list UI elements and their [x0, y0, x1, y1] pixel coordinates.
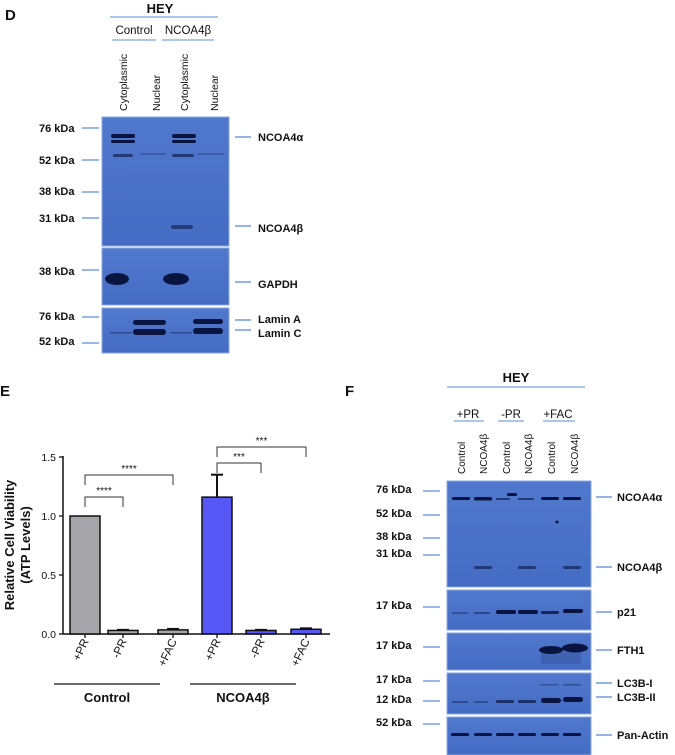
band-label: FTH1 [617, 645, 645, 657]
mw-marker: 52 kDa [39, 336, 75, 348]
mw-marker: 76 kDa [376, 484, 412, 496]
lane-label: NCOA4β [524, 434, 535, 474]
y-axis-label-1: Relative Cell Viability [2, 479, 17, 610]
mw-marker: 17 kDa [376, 640, 412, 652]
lane-label: Nuclear [209, 74, 221, 111]
mw-marker: 38 kDa [39, 266, 75, 278]
significance-bracket [216, 462, 262, 473]
band-label: LC3B-II [617, 692, 656, 704]
significance-label: **** [96, 486, 112, 497]
lane-label: Cytoplasmic [118, 54, 130, 111]
bar-control [107, 629, 139, 635]
panel-letter-e: E [0, 383, 10, 400]
y-axis-label-2: (ATP Levels) [18, 506, 33, 584]
panel-d: D HEY Control NCOA4β Cytoplasmic Nuclear… [5, 1, 304, 354]
mw-marker: 31 kDa [376, 548, 412, 560]
mw-marker: 52 kDa [376, 508, 412, 520]
bar-control [157, 629, 189, 635]
f-bands [451, 493, 588, 736]
x-tick-label: +PR [203, 637, 223, 663]
panel-f: F HEY +PR -PR +FAC Control NCOA4β Control N… [345, 370, 669, 755]
band-label: NCOA4α [617, 492, 663, 504]
blot-ncoa4 [446, 480, 592, 588]
mw-marker: 76 kDa [39, 123, 75, 135]
x-tick-label: +PR [71, 637, 91, 663]
lane-label: Control [547, 442, 558, 474]
lane-label: Control [502, 442, 513, 474]
band-label: NCOA4α [258, 132, 304, 144]
panel-letter-d: D [5, 7, 16, 24]
group-label: Control [84, 690, 130, 705]
band-labels: NCOA4α NCOA4β p21 FTH1 LC3B-I LC3B-II Pan-Acti… [596, 492, 669, 742]
blots [446, 480, 592, 755]
band-label: LC3B-I [617, 678, 652, 690]
bands [105, 134, 224, 335]
y-tick-label: 0.5 [41, 570, 56, 582]
mw-marker: 76 kDa [39, 311, 75, 323]
x-tick-label: -PR [248, 637, 267, 660]
marker-dashes [82, 127, 251, 344]
group-label: NCOA4β [165, 25, 212, 37]
x-tick-label: -PR [110, 637, 129, 660]
band-label: Lamin A [258, 314, 301, 326]
significance-label: **** [121, 464, 137, 475]
band-label: NCOA4β [258, 223, 304, 235]
lane-label: Cytoplasmic [179, 54, 191, 111]
bar-ncoa4β [201, 496, 233, 635]
band-label: Lamin C [258, 328, 301, 340]
lane-label: Nuclear [151, 74, 163, 111]
mw-marker: 17 kDa [376, 600, 412, 612]
lane-label: NCOA4β [479, 434, 490, 474]
band-label: p21 [617, 607, 636, 619]
bar-ncoa4β [290, 628, 322, 635]
band-label: NCOA4β [617, 562, 663, 574]
mw-markers: 76 kDa 52 kDa 38 kDa 31 kDa 17 kDa 17 kDa 17 k… [376, 484, 440, 729]
mw-marker: 12 kDa [376, 694, 412, 706]
y-tick-label: 1.5 [41, 452, 56, 464]
x-tick-label: +FAC [157, 637, 180, 668]
bar-control [69, 515, 101, 635]
mw-marker: 31 kDa [39, 213, 75, 225]
significance-bracket [84, 496, 124, 507]
blot-lc3b [446, 672, 592, 715]
treatment-label: +FAC [543, 409, 572, 421]
treatment-label: +PR [457, 409, 480, 421]
bar-ncoa4β [245, 629, 277, 635]
panel-e: E Relative Cell Viability (ATP Levels) 0… [0, 383, 330, 705]
group-label: NCOA4β [216, 690, 270, 705]
y-tick-label: 0.0 [41, 629, 56, 641]
group-label: Control [115, 25, 152, 37]
mw-markers: 76 kDa 52 kDa 38 kDa 31 kDa 38 kDa 76 kD… [39, 123, 75, 348]
band-label: Pan-Actin [617, 730, 669, 742]
band-label: GAPDH [258, 279, 298, 291]
bar-chart: 0.0 0.5 1.0 1.5 +PR -PR +FAC +PR -PR +FAC Control N… [41, 436, 330, 705]
lane-label: NCOA4β [570, 434, 581, 474]
mw-marker: 38 kDa [39, 186, 75, 198]
mw-marker: 52 kDa [376, 717, 412, 729]
x-tick-label: +FAC [290, 637, 313, 668]
lane-label: Control [457, 442, 468, 474]
panel-letter-f: F [345, 383, 354, 400]
significance-label: *** [233, 452, 245, 463]
y-tick-label: 1.0 [41, 511, 56, 523]
lane-labels: Control NCOA4β Control NCOA4β Control NCOA4β [457, 434, 581, 474]
significance-bracket [216, 446, 307, 457]
significance-bracket [84, 474, 174, 485]
mw-marker: 38 kDa [376, 531, 412, 543]
cell-line-title: HEY [503, 370, 530, 385]
treatment-label: -PR [501, 409, 521, 421]
blot-ncoa4 [101, 116, 230, 247]
mw-marker: 17 kDa [376, 674, 412, 686]
mw-marker: 52 kDa [39, 155, 75, 167]
cell-line-title: HEY [147, 1, 174, 16]
significance-label: *** [256, 436, 268, 447]
